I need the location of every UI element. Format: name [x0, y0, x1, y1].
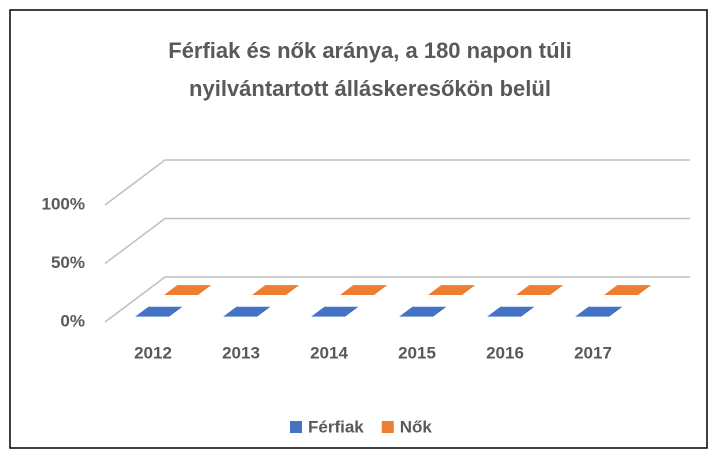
x-tick-label: 2014	[310, 343, 348, 362]
x-tick-label: 2017	[574, 343, 612, 362]
bar	[340, 285, 388, 295]
y-tick-label: 100%	[42, 194, 85, 213]
legend-swatch	[381, 421, 394, 433]
bar	[311, 306, 359, 317]
bar-face	[604, 285, 652, 295]
y-tick-label: 0%	[60, 311, 85, 330]
chart-title: Férfiak és nők aránya, a 180 napon túli …	[168, 38, 572, 101]
bar-face	[311, 306, 359, 317]
x-tick-label: 2015	[398, 343, 436, 362]
legend-label: Férfiak	[308, 417, 364, 436]
bar	[135, 306, 183, 317]
bar	[164, 285, 212, 295]
bar-face	[575, 306, 623, 317]
bar	[516, 285, 564, 295]
grid-line	[104, 159, 690, 206]
bar	[399, 306, 447, 317]
bar	[428, 285, 476, 295]
bar-face	[516, 285, 564, 295]
bar-face	[428, 285, 476, 295]
bar-face	[340, 285, 388, 295]
grid-line	[104, 217, 690, 265]
x-tick-label: 2012	[134, 343, 172, 362]
bar-face	[399, 306, 447, 317]
y-tick-label: 50%	[51, 253, 85, 272]
bar-face	[223, 306, 271, 317]
bar-face	[252, 285, 300, 295]
bar	[604, 285, 652, 295]
bar-face	[135, 306, 183, 317]
bar-face	[487, 306, 535, 317]
legend-label: Nők	[400, 417, 433, 436]
x-tick-label: 2016	[486, 343, 524, 362]
bar	[575, 306, 623, 317]
bar-face	[164, 285, 212, 295]
grid-line	[104, 276, 690, 323]
bar	[252, 285, 300, 295]
chart-border	[9, 9, 708, 449]
x-tick-label: 2013	[222, 343, 260, 362]
bar	[487, 306, 535, 317]
bar	[223, 306, 271, 317]
legend-swatch	[290, 421, 302, 433]
